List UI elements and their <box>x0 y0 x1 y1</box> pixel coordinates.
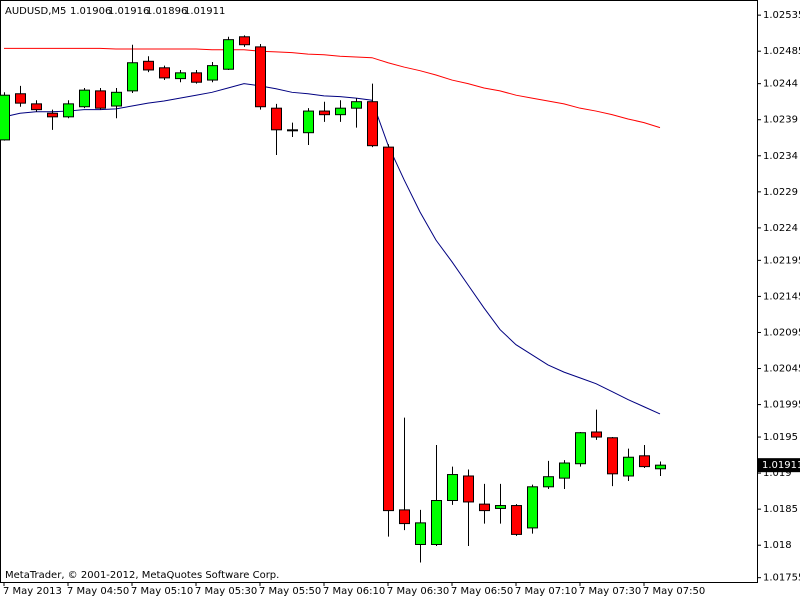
candle-body <box>639 455 650 468</box>
y-tick-label: 1.02535 <box>763 10 800 21</box>
candle-body <box>255 46 266 108</box>
y-tick-label: 1.01755 <box>763 573 800 584</box>
y-tick-label: 1.0244 <box>763 79 798 90</box>
candle-body <box>479 503 490 512</box>
y-tick-label: 1.0195 <box>763 432 798 443</box>
candle-body <box>623 456 634 477</box>
candle-body <box>575 432 586 465</box>
candle-body <box>543 476 554 488</box>
x-tick-label: 7 May 06:50 <box>451 586 513 597</box>
price-marker-label: 1.01911 <box>762 460 800 471</box>
candle-body <box>47 112 58 118</box>
candle-body <box>271 107 282 131</box>
close-label: 1.01911 <box>184 6 225 17</box>
candle-body <box>399 509 410 525</box>
low-label: 1.01896 <box>146 6 187 17</box>
candle-body <box>655 464 666 470</box>
x-tick-label: 7 May 06:10 <box>323 586 385 597</box>
candle-body <box>143 60 154 71</box>
candle-body <box>591 431 602 438</box>
candle-body <box>559 462 570 479</box>
candle-body <box>175 72 186 80</box>
y-tick-label: 1.0229 <box>763 187 798 198</box>
y-tick-label: 1.0185 <box>763 504 798 515</box>
candle-body <box>447 474 458 502</box>
candle-body <box>607 437 618 475</box>
symbol-label: AUDUSD,M5 <box>5 6 66 17</box>
candle-body <box>303 110 314 134</box>
high-label: 1.01916 <box>108 6 149 17</box>
candle-body <box>79 89 90 108</box>
candle-body <box>191 72 202 83</box>
open-label: 1.01906 <box>70 6 111 17</box>
y-tick-label: 1.02145 <box>763 291 800 302</box>
candle-body <box>31 103 42 111</box>
x-tick-label: 7 May 05:10 <box>131 586 193 597</box>
candle-body <box>527 486 538 529</box>
x-tick-label: 7 May 05:30 <box>195 586 257 597</box>
y-tick-label: 1.02195 <box>763 255 800 266</box>
y-tick-label: 1.0234 <box>763 151 798 162</box>
moving-average <box>4 47 661 129</box>
plot-frame <box>0 0 758 583</box>
candle-body <box>335 107 346 116</box>
candle-body <box>15 93 26 104</box>
candle-body <box>351 101 362 109</box>
candle-body <box>239 36 250 46</box>
y-tick-label: 1.019 <box>763 468 792 479</box>
moving-average <box>3 83 661 415</box>
candle-body <box>0 94 10 141</box>
candle-body <box>287 129 298 132</box>
x-tick-label: 7 May 05:50 <box>259 586 321 597</box>
x-tick-label: 7 May 04:50 <box>67 586 129 597</box>
candle-body <box>159 67 170 79</box>
candle-body <box>63 103 74 118</box>
candle-body <box>463 475 474 503</box>
price-marker <box>758 458 800 473</box>
footer: MetaTrader, © 2001-2012, MetaQuotes Soft… <box>5 570 279 581</box>
candle-body <box>383 146 394 512</box>
x-tick-label: 7 May 07:50 <box>643 586 705 597</box>
y-tick-label: 1.0239 <box>763 115 798 126</box>
y-tick-label: 1.02095 <box>763 327 800 338</box>
candle-body <box>207 65 218 81</box>
y-tick-label: 1.02485 <box>763 46 800 57</box>
candle-body <box>415 522 426 545</box>
x-tick-label: 7 May 2013 <box>3 586 62 597</box>
x-tick-label: 7 May 07:30 <box>579 586 641 597</box>
candle-body <box>431 500 442 545</box>
candle-body <box>111 91 122 107</box>
candle-body <box>511 505 522 535</box>
candle-body <box>95 90 106 109</box>
candle-body <box>495 505 506 509</box>
x-tick-label: 7 May 07:10 <box>515 586 577 597</box>
x-tick-label: 7 May 06:30 <box>387 586 449 597</box>
candle-body <box>319 110 330 116</box>
y-tick-label: 1.02045 <box>763 364 800 375</box>
y-tick-label: 1.01995 <box>763 400 800 411</box>
candle-body <box>367 101 378 147</box>
y-tick-label: 1.018 <box>763 540 792 551</box>
candle-body <box>127 62 138 92</box>
candle-body <box>223 39 234 70</box>
y-tick-label: 1.0224 <box>763 223 798 234</box>
